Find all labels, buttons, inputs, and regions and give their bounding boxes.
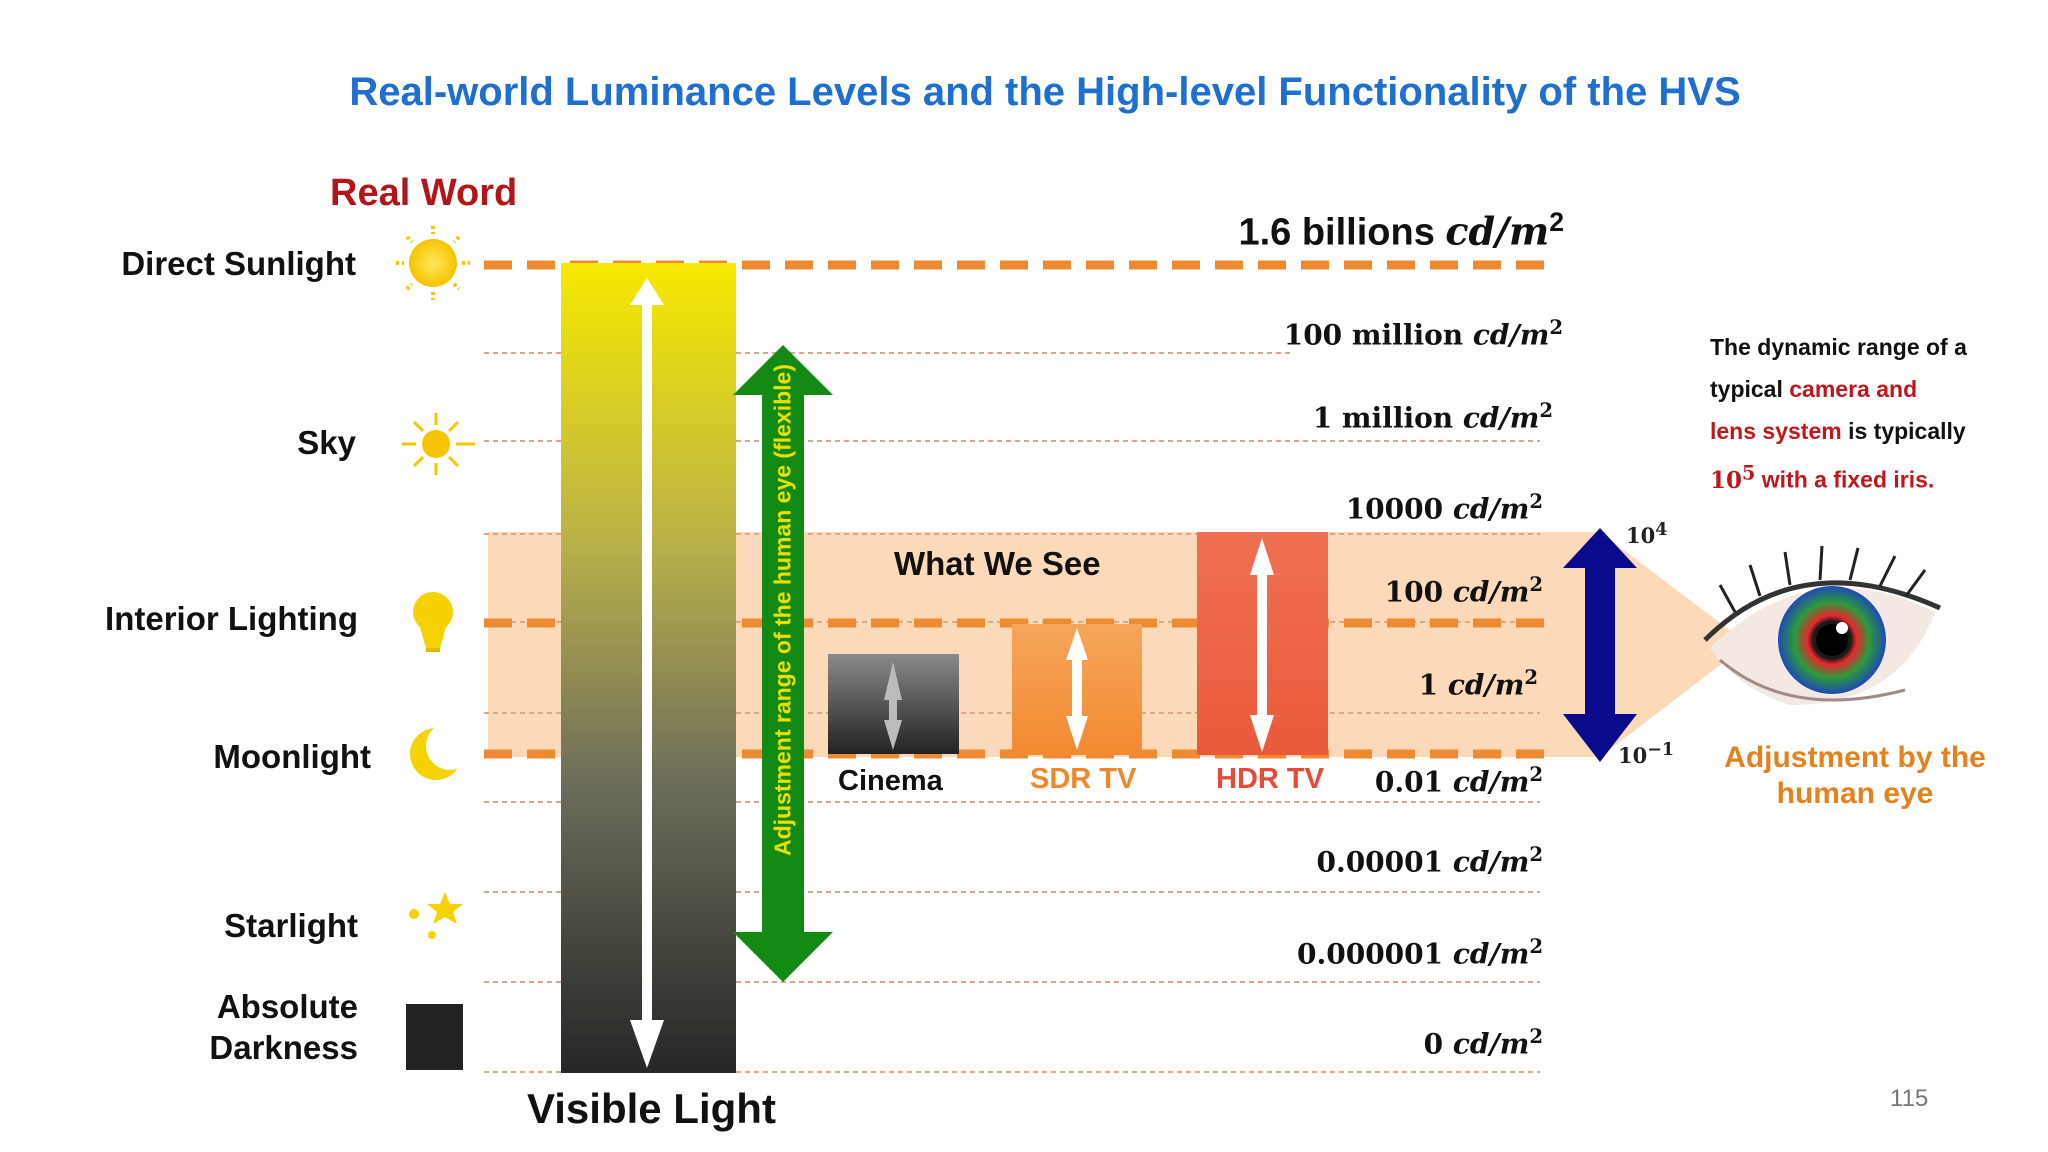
luminance-unit: cd/m — [1452, 575, 1530, 609]
visible-light-arrow — [630, 278, 664, 1068]
green-adjustment-arrow — [733, 345, 833, 982]
human-eye-icon — [1703, 545, 1942, 705]
luminance-exponent: 2 — [1529, 490, 1543, 513]
note-text: is typically — [1841, 418, 1966, 444]
luminance-label-0-01: 0.01 cd/m2 — [1375, 763, 1543, 798]
page-number: 115 — [1890, 1085, 1929, 1112]
luminance-value: 10000 — [1345, 492, 1444, 526]
luminance-exponent: 2 — [1529, 843, 1543, 866]
luminance-unit: cd/m — [1452, 1027, 1530, 1061]
luminance-unit: cd/m — [1447, 668, 1525, 702]
what-we-see-label: What We See — [894, 545, 1101, 582]
sdr-tv-box — [1012, 624, 1142, 755]
label-darkness: Darkness — [209, 1029, 358, 1066]
label-moonlight: Moonlight — [213, 738, 371, 775]
note-text: The dynamic range of a typical — [1710, 334, 1967, 402]
label-interior-lighting: Interior Lighting — [105, 600, 358, 637]
luminance-exponent: 2 — [1529, 1025, 1543, 1048]
note-highlight: with a fixed iris. — [1755, 466, 1935, 493]
adjust-line-2: human eye — [1776, 777, 1934, 810]
power-base: 10 — [1626, 523, 1656, 548]
luminance-exponent: 2 — [1529, 763, 1543, 786]
luminance-label-1-6-billion: 1.6 billions cd/m2 — [1238, 207, 1564, 255]
adjustment-range-text: Adjustment range of the human eye (flexi… — [769, 363, 796, 857]
luminance-unit: cd/m — [1452, 492, 1530, 526]
cinema-label: Cinema — [838, 765, 943, 797]
luminance-label-0: 0 cd/m2 — [1424, 1025, 1543, 1060]
slide-title: Real-world Luminance Levels and the High… — [349, 70, 1741, 114]
luminance-exponent: 2 — [1539, 399, 1553, 422]
light-bulb-icon — [413, 592, 453, 652]
luminance-value: 0.000001 — [1297, 937, 1444, 971]
luminance-label-0-000001: 0.000001 cd/m2 — [1297, 935, 1543, 970]
luminance-unit: cd/m — [1452, 845, 1530, 879]
luminance-unit: cd/m — [1452, 765, 1530, 799]
hdr-tv-label: HDR TV — [1216, 763, 1324, 795]
luminance-label-1: 1 cd/m2 — [1419, 666, 1538, 701]
dynamic-range-note: The dynamic range of a typical camera an… — [1710, 326, 1968, 502]
luminance-value: 0 — [1423, 1027, 1444, 1061]
luminance-exponent: 2 — [1524, 666, 1538, 689]
luminance-label-100-million: 100 million cd/m2 — [1284, 316, 1563, 351]
luminance-exponent: 2 — [1549, 207, 1564, 237]
eye-range-bottom-label: 10−1 — [1618, 740, 1674, 768]
luminance-unit: cd/m — [1462, 401, 1540, 435]
label-sky: Sky — [297, 424, 356, 461]
sky-sun-icon — [402, 413, 475, 475]
power-base: 10 — [1710, 466, 1743, 494]
label-starlight: Starlight — [224, 907, 358, 944]
luminance-unit: cd/m — [1472, 318, 1550, 352]
eye-range-arrow — [1563, 528, 1637, 762]
sun-icon — [396, 226, 470, 300]
luminance-value: 1.6 billions — [1238, 211, 1435, 254]
power-exponent: 4 — [1655, 520, 1668, 540]
darkness-square-icon — [406, 1004, 463, 1070]
luminance-label-1-million: 1 million cd/m2 — [1313, 399, 1553, 434]
luminance-unit: cd/m — [1445, 208, 1550, 254]
luminance-exponent: 2 — [1529, 935, 1543, 958]
adjust-line-1: Adjustment by the — [1724, 741, 1986, 774]
luminance-value: 0.01 — [1374, 765, 1444, 799]
hdr-tv-box — [1197, 532, 1328, 755]
visible-light-label: Visible Light — [527, 1085, 776, 1132]
real-word-heading: Real Word — [330, 172, 518, 214]
luminance-label-0-00001: 0.00001 cd/m2 — [1316, 843, 1543, 878]
power-exponent: −1 — [1647, 740, 1675, 760]
luminance-value: 1 — [1418, 668, 1439, 702]
label-absolute: Absolute — [216, 988, 358, 1025]
label-direct-sunlight: Direct Sunlight — [121, 245, 356, 282]
sdr-tv-label: SDR TV — [1030, 763, 1137, 795]
power-base: 10 — [1618, 743, 1648, 768]
note-highlight: camera and lens system — [1710, 376, 1918, 444]
adjustment-by-eye-label: Adjustment by the human eye — [1700, 740, 2010, 812]
luminance-value: 0.00001 — [1316, 845, 1444, 879]
luminance-value: 1 million — [1312, 401, 1454, 435]
luminance-unit: cd/m — [1452, 937, 1530, 971]
stars-icon — [409, 892, 463, 939]
power-exponent: 5 — [1742, 461, 1756, 484]
luminance-value: 100 million — [1283, 318, 1464, 352]
moon-icon — [410, 722, 474, 780]
luminance-label-100: 100 cd/m2 — [1385, 573, 1543, 608]
luminance-exponent: 2 — [1529, 573, 1543, 596]
luminance-label-10000: 10000 cd/m2 — [1346, 490, 1543, 525]
note-power: 105 — [1710, 461, 1755, 494]
eye-range-top-label: 104 — [1626, 520, 1667, 548]
luminance-exponent: 2 — [1549, 316, 1563, 339]
luminance-value: 100 — [1384, 575, 1444, 609]
cinema-box — [828, 654, 959, 754]
